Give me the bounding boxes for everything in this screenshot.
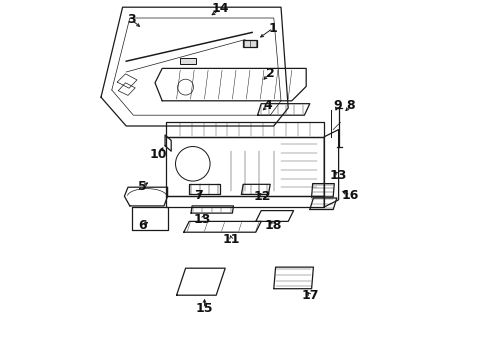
Text: 16: 16 [342, 189, 359, 202]
Text: 13: 13 [330, 169, 347, 182]
Text: 15: 15 [196, 302, 213, 315]
Text: 8: 8 [346, 99, 355, 112]
Text: 7: 7 [194, 189, 202, 202]
Text: 17: 17 [302, 289, 319, 302]
Text: 5: 5 [138, 180, 147, 193]
Text: 14: 14 [212, 3, 229, 15]
Text: 9: 9 [334, 99, 342, 112]
Text: 4: 4 [263, 99, 272, 112]
Text: 2: 2 [266, 67, 274, 80]
Text: 1: 1 [269, 22, 277, 35]
FancyBboxPatch shape [180, 58, 196, 64]
Text: 6: 6 [138, 219, 147, 232]
Text: 12: 12 [253, 190, 271, 203]
Text: 13: 13 [193, 213, 211, 226]
Text: 11: 11 [222, 233, 240, 246]
Text: 18: 18 [265, 219, 282, 232]
Text: 10: 10 [150, 148, 168, 161]
Text: 3: 3 [127, 13, 136, 26]
FancyBboxPatch shape [243, 40, 257, 47]
